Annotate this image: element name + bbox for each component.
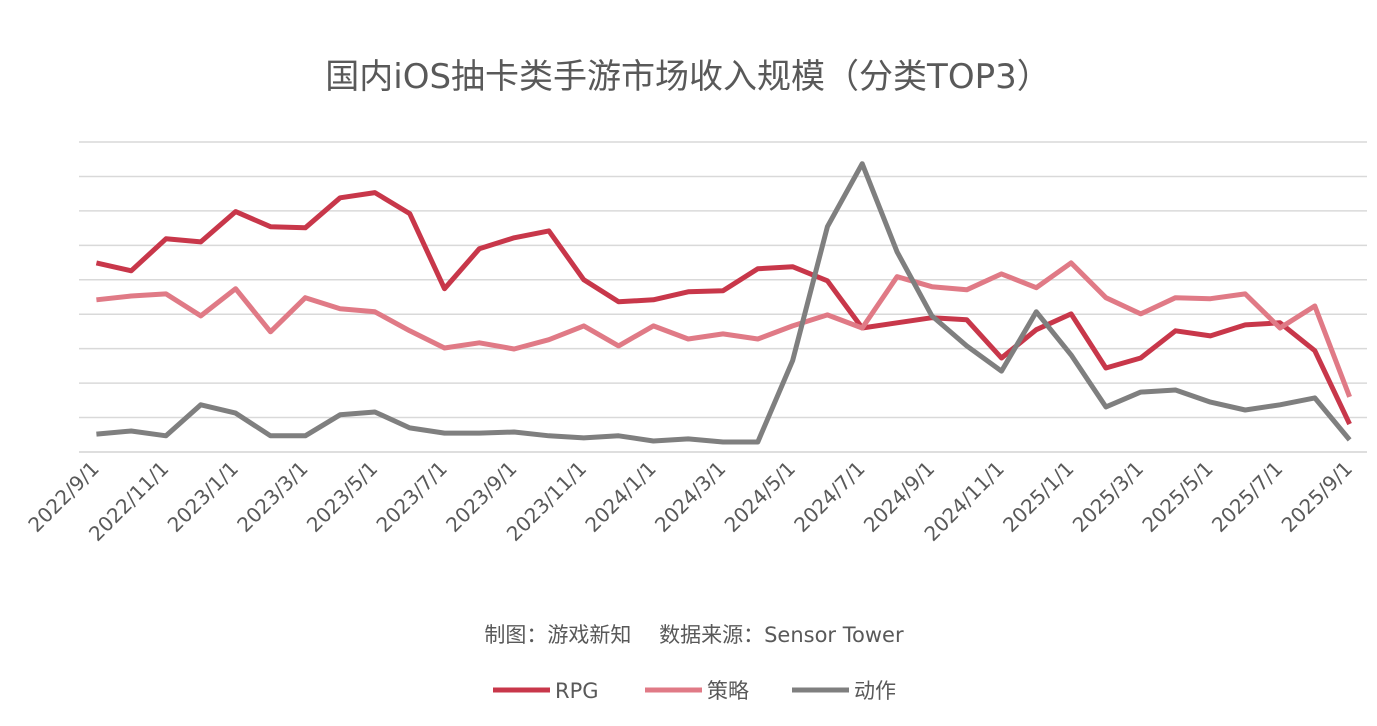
series-line: [96, 260, 1352, 398]
x-tick-label: 2024/1/1: [580, 456, 660, 536]
x-tick-label: 2025/1/1: [998, 456, 1078, 536]
chart-title: 国内iOS抽卡类手游市场收入规模（分类TOP3）: [325, 57, 1050, 97]
x-tick-label: 2024/5/1: [720, 456, 800, 536]
x-tick-label: 2025/9/1: [1277, 456, 1357, 536]
legend-label: 策略: [707, 679, 749, 703]
x-tick-label: 2023/1/1: [163, 456, 243, 536]
series-line: [95, 190, 1352, 426]
x-tick-label: 2023/3/1: [232, 456, 312, 536]
x-tick-label: 2023/5/1: [302, 456, 382, 536]
x-tick-label: 2025/7/1: [1207, 456, 1287, 536]
x-tick-label: 2025/5/1: [1137, 456, 1217, 536]
x-tick-label: 2024/7/1: [789, 456, 869, 536]
x-tick-label: 2025/3/1: [1068, 456, 1148, 536]
legend-label: RPG: [555, 679, 599, 703]
series-line: [96, 161, 1352, 445]
x-tick-label: 2024/3/1: [650, 456, 730, 536]
x-tick-label: 2023/7/1: [371, 456, 451, 536]
legend-label: 动作: [854, 679, 896, 703]
source-note: 制图：游戏新知 数据来源：Sensor Tower: [484, 623, 904, 647]
